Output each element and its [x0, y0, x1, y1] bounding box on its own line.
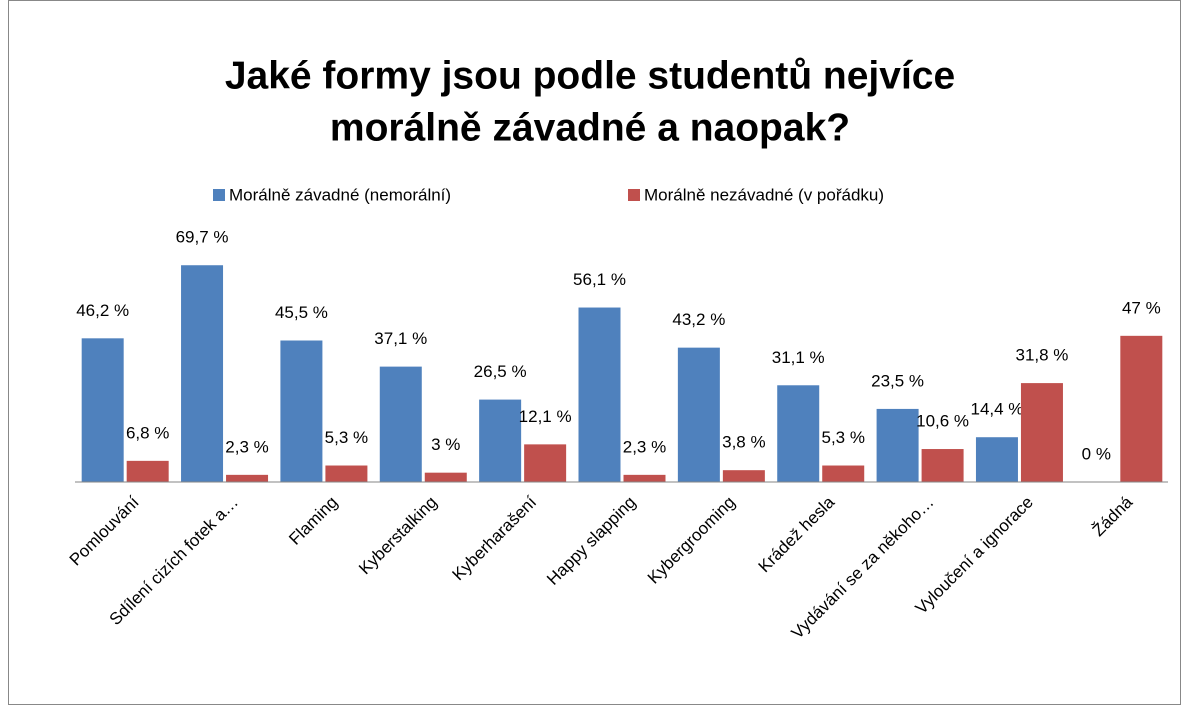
bar	[975, 437, 1018, 482]
value-label: 26,5 %	[474, 362, 527, 381]
value-label: 6,8 %	[126, 423, 169, 442]
chart-title: morálně závadné a naopak?	[330, 106, 850, 149]
bar	[1120, 335, 1163, 482]
value-label: 2,3 %	[623, 437, 666, 456]
value-label: 45,5 %	[275, 303, 328, 322]
bar	[280, 340, 323, 482]
legend-swatch	[628, 189, 640, 201]
value-label: 5,3 %	[821, 428, 864, 447]
legend-swatch	[213, 189, 225, 201]
bar	[677, 347, 720, 482]
bar	[379, 366, 422, 482]
value-label: 5,3 %	[325, 428, 368, 447]
bar	[81, 338, 124, 482]
bar	[921, 449, 964, 482]
value-label: 23,5 %	[871, 371, 924, 390]
value-label: 47 %	[1122, 298, 1161, 317]
value-label: 2,3 %	[225, 437, 268, 456]
chart-title: Jaké formy jsou podle studentů nejvíce	[225, 54, 955, 97]
legend-label: Morálně závadné (nemorální)	[229, 185, 451, 204]
value-label: 31,8 %	[1015, 346, 1068, 365]
bar	[325, 465, 368, 482]
value-label: 43,2 %	[672, 310, 725, 329]
bar	[424, 472, 467, 482]
value-label: 37,1 %	[374, 329, 427, 348]
value-label: 10,6 %	[916, 412, 969, 431]
bar	[623, 474, 666, 482]
bar	[181, 265, 224, 482]
bar	[578, 307, 621, 482]
bar	[876, 408, 919, 482]
value-label: 3,8 %	[722, 433, 765, 452]
value-label: 14,4 %	[970, 400, 1023, 419]
value-label: 0 %	[1082, 444, 1111, 463]
bar	[1020, 383, 1063, 482]
bar	[126, 460, 169, 482]
bar	[722, 470, 765, 482]
value-label: 46,2 %	[76, 301, 129, 320]
bar	[822, 465, 865, 482]
value-label: 56,1 %	[573, 270, 626, 289]
bar	[777, 385, 820, 482]
bar	[226, 474, 269, 482]
value-label: 12,1 %	[519, 407, 572, 426]
value-label: 31,1 %	[772, 348, 825, 367]
bar	[524, 444, 567, 482]
value-label: 3 %	[431, 435, 460, 454]
legend-label: Morálně nezávadné (v pořádku)	[644, 185, 884, 204]
value-label: 69,7 %	[176, 228, 229, 247]
bar	[479, 399, 522, 482]
